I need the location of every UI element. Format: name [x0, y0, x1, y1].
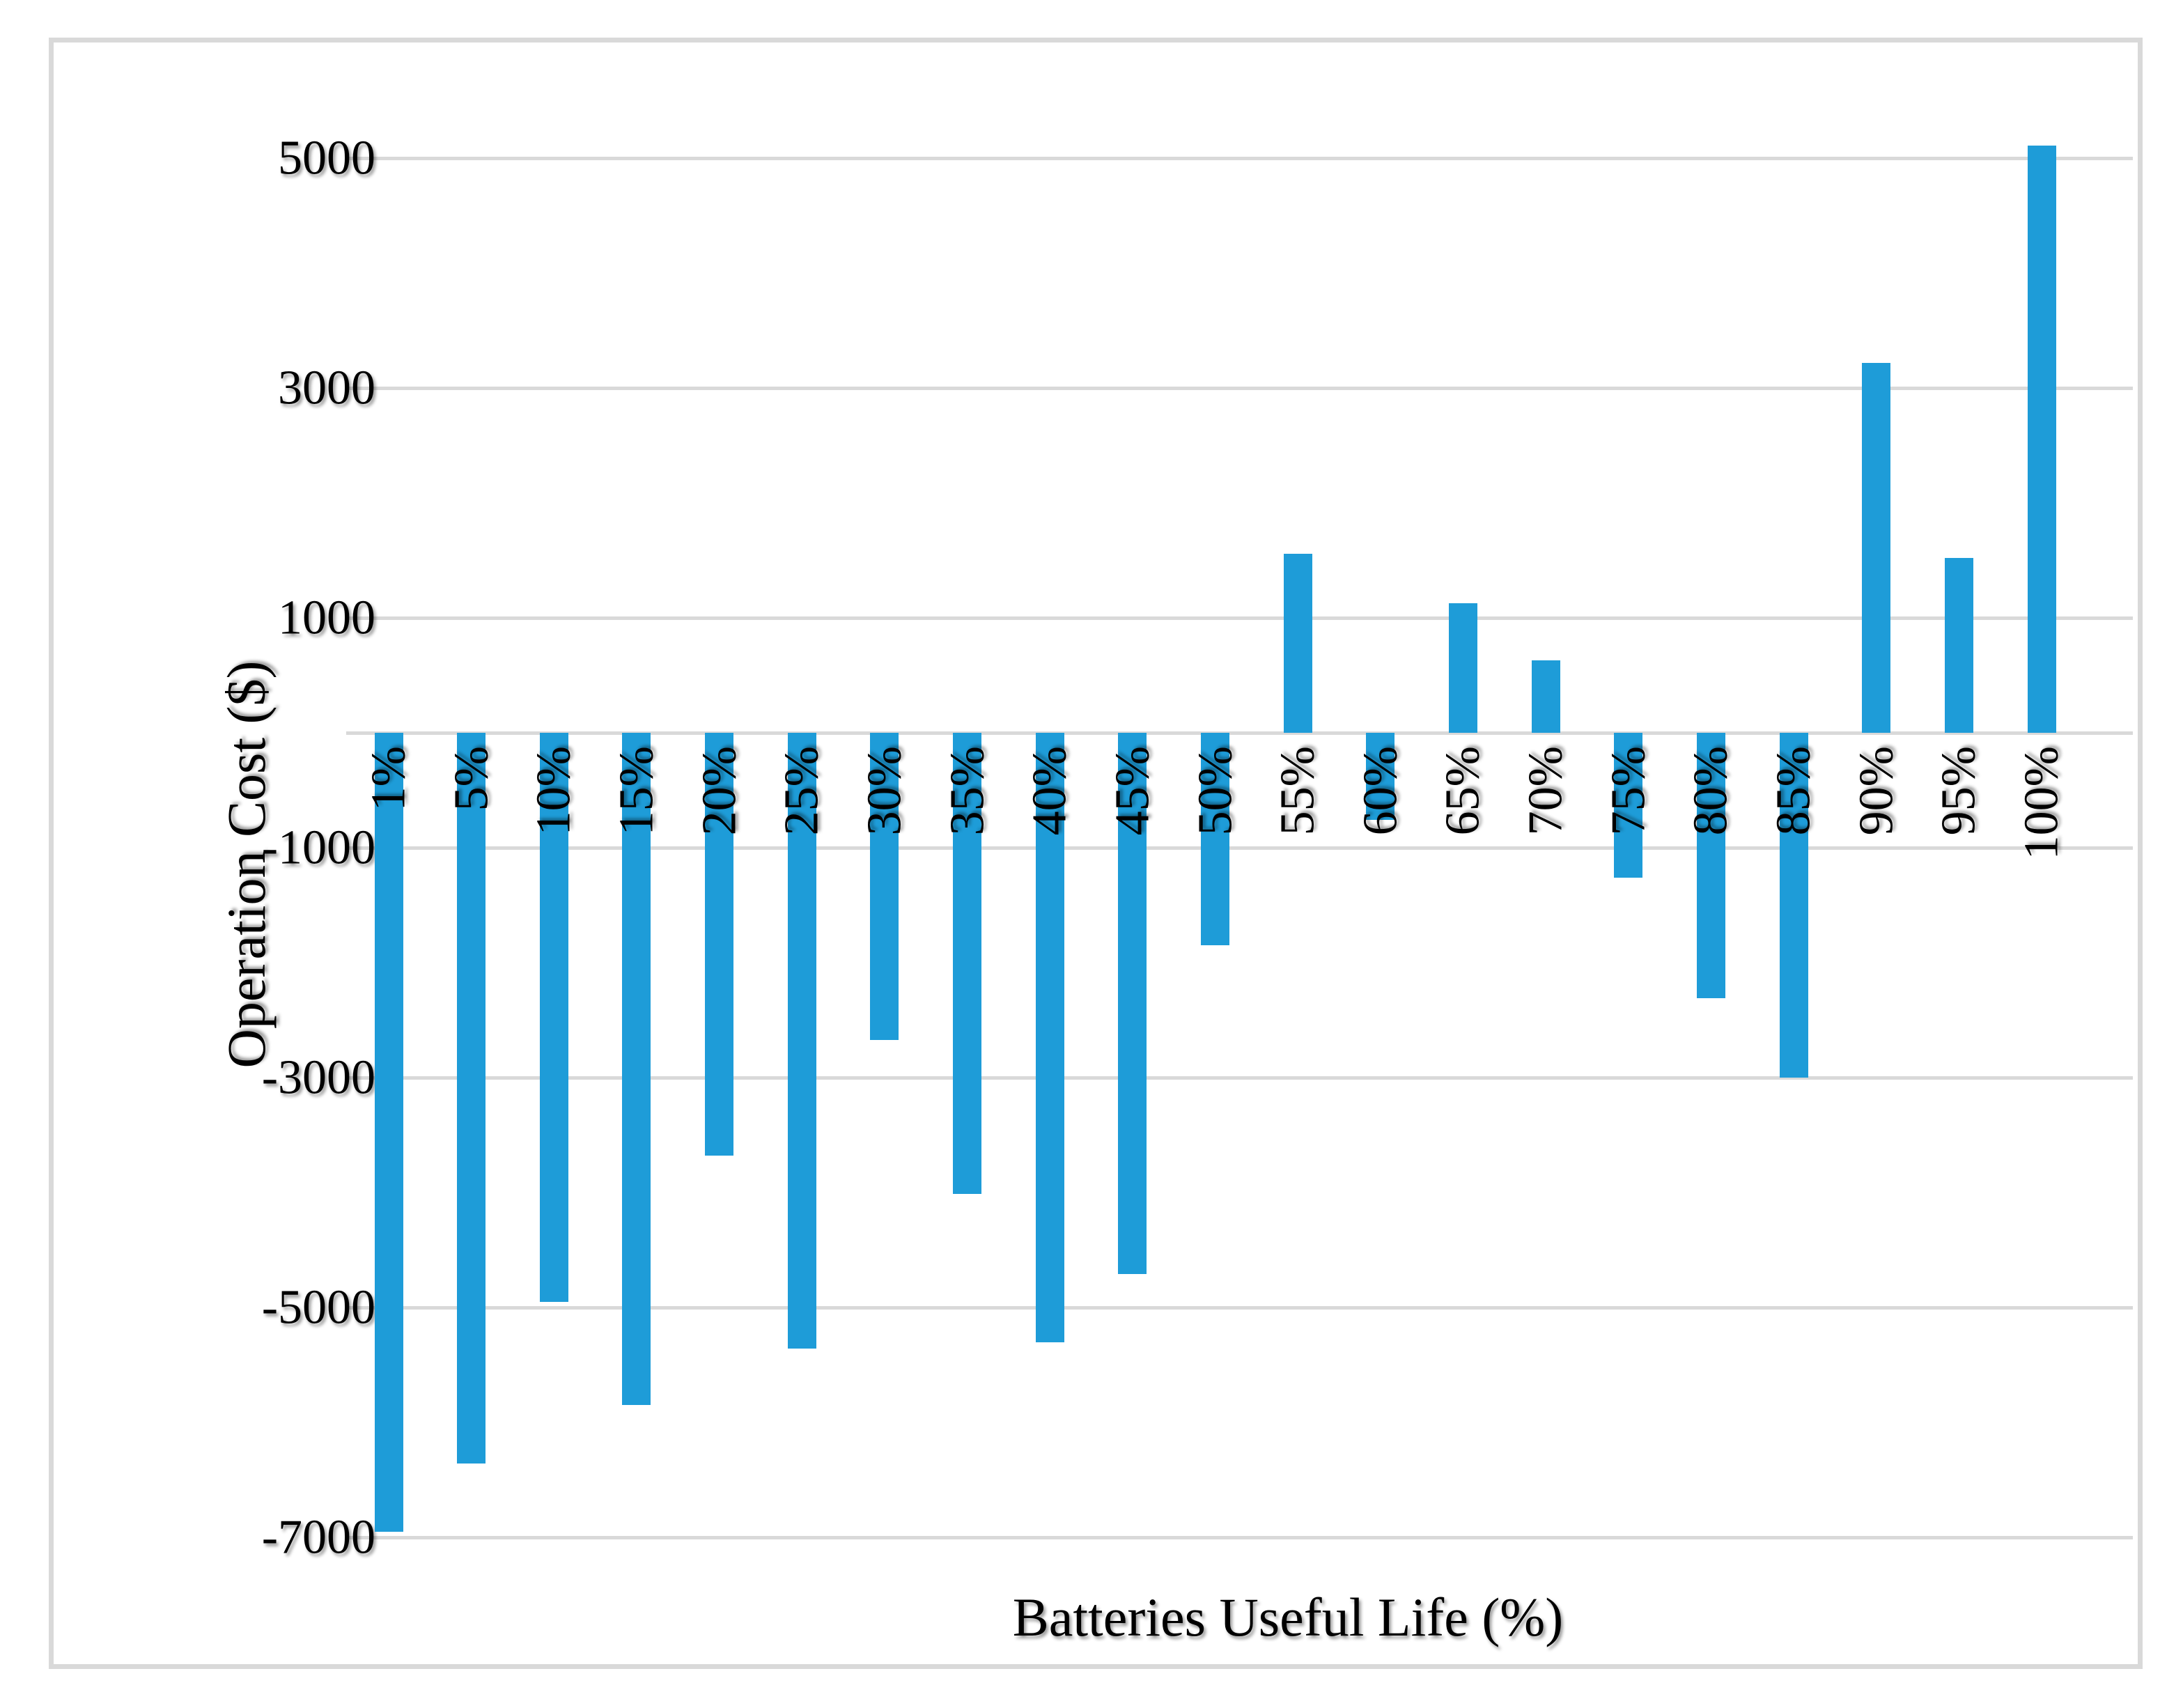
- bar-55%: [1283, 553, 1312, 733]
- x-category-label-70%: 70%: [1518, 746, 1573, 836]
- gridline-1000: [346, 616, 2133, 620]
- bar-5%: [457, 733, 486, 1464]
- bar-65%: [1448, 603, 1477, 733]
- y-tick-label--7000: -7000: [261, 1510, 375, 1565]
- y-axis-title: Operation Cost ($): [216, 660, 277, 1069]
- bar-15%: [622, 733, 651, 1406]
- bar-10%: [539, 733, 568, 1302]
- bar-20%: [705, 733, 734, 1156]
- x-category-label-1%: 1%: [362, 746, 416, 812]
- bar-85%: [1779, 733, 1808, 1078]
- bar-45%: [1118, 733, 1147, 1275]
- x-category-label-15%: 15%: [609, 746, 664, 836]
- bar-80%: [1696, 733, 1725, 999]
- bar-75%: [1614, 733, 1643, 878]
- y-tick-label--5000: -5000: [261, 1280, 375, 1335]
- y-tick-label-3000: 3000: [278, 361, 375, 415]
- x-category-label-50%: 50%: [1188, 746, 1242, 836]
- bar-30%: [870, 733, 899, 1040]
- bar-60%: [1366, 733, 1395, 821]
- gridline-5000: [346, 157, 2133, 160]
- bar-95%: [1944, 558, 1973, 733]
- y-tick-label-5000: 5000: [278, 131, 375, 185]
- gridline--1000: [346, 846, 2133, 850]
- x-category-label-5%: 5%: [444, 746, 498, 812]
- x-category-label-25%: 25%: [775, 746, 829, 836]
- gridline-3000: [346, 387, 2133, 390]
- x-category-label-95%: 95%: [1932, 746, 1986, 836]
- bar-70%: [1531, 660, 1560, 733]
- x-axis-title: Batteries Useful Life (%): [1012, 1587, 1564, 1647]
- y-tick-label--3000: -3000: [261, 1050, 375, 1105]
- bar-25%: [787, 733, 816, 1349]
- x-category-label-10%: 10%: [527, 746, 581, 836]
- bar-90%: [1862, 362, 1891, 733]
- x-category-label-55%: 55%: [1271, 746, 1325, 836]
- gridline--7000: [346, 1536, 2133, 1539]
- x-category-label-30%: 30%: [857, 746, 912, 836]
- bar-100%: [2027, 145, 2056, 733]
- bar-40%: [1035, 733, 1064, 1342]
- x-category-label-60%: 60%: [1353, 746, 1408, 836]
- chart-border: 5000 3000 1000 -1000 -3000 -5000 -7000 1% 5% 10% 1…: [49, 38, 2143, 1669]
- x-category-label-65%: 65%: [1436, 746, 1490, 836]
- x-category-label-85%: 85%: [1766, 746, 1821, 836]
- x-category-label-35%: 35%: [940, 746, 994, 836]
- gridline--3000: [346, 1076, 2133, 1080]
- x-category-label-45%: 45%: [1105, 746, 1160, 836]
- x-category-label-90%: 90%: [1849, 746, 1903, 836]
- bar-50%: [1201, 733, 1229, 946]
- x-category-label-40%: 40%: [1023, 746, 1077, 836]
- x-category-label-20%: 20%: [692, 746, 746, 836]
- gridline--5000: [346, 1306, 2133, 1310]
- y-tick-label-1000: 1000: [278, 591, 375, 645]
- x-axis-zero-line: [346, 731, 2133, 735]
- bar-1%: [374, 733, 403, 1532]
- x-category-label-75%: 75%: [1601, 746, 1655, 836]
- y-tick-label--1000: -1000: [261, 821, 375, 875]
- bar-35%: [953, 733, 982, 1194]
- x-category-label-80%: 80%: [1684, 746, 1738, 836]
- x-category-label-100%: 100%: [2014, 746, 2069, 860]
